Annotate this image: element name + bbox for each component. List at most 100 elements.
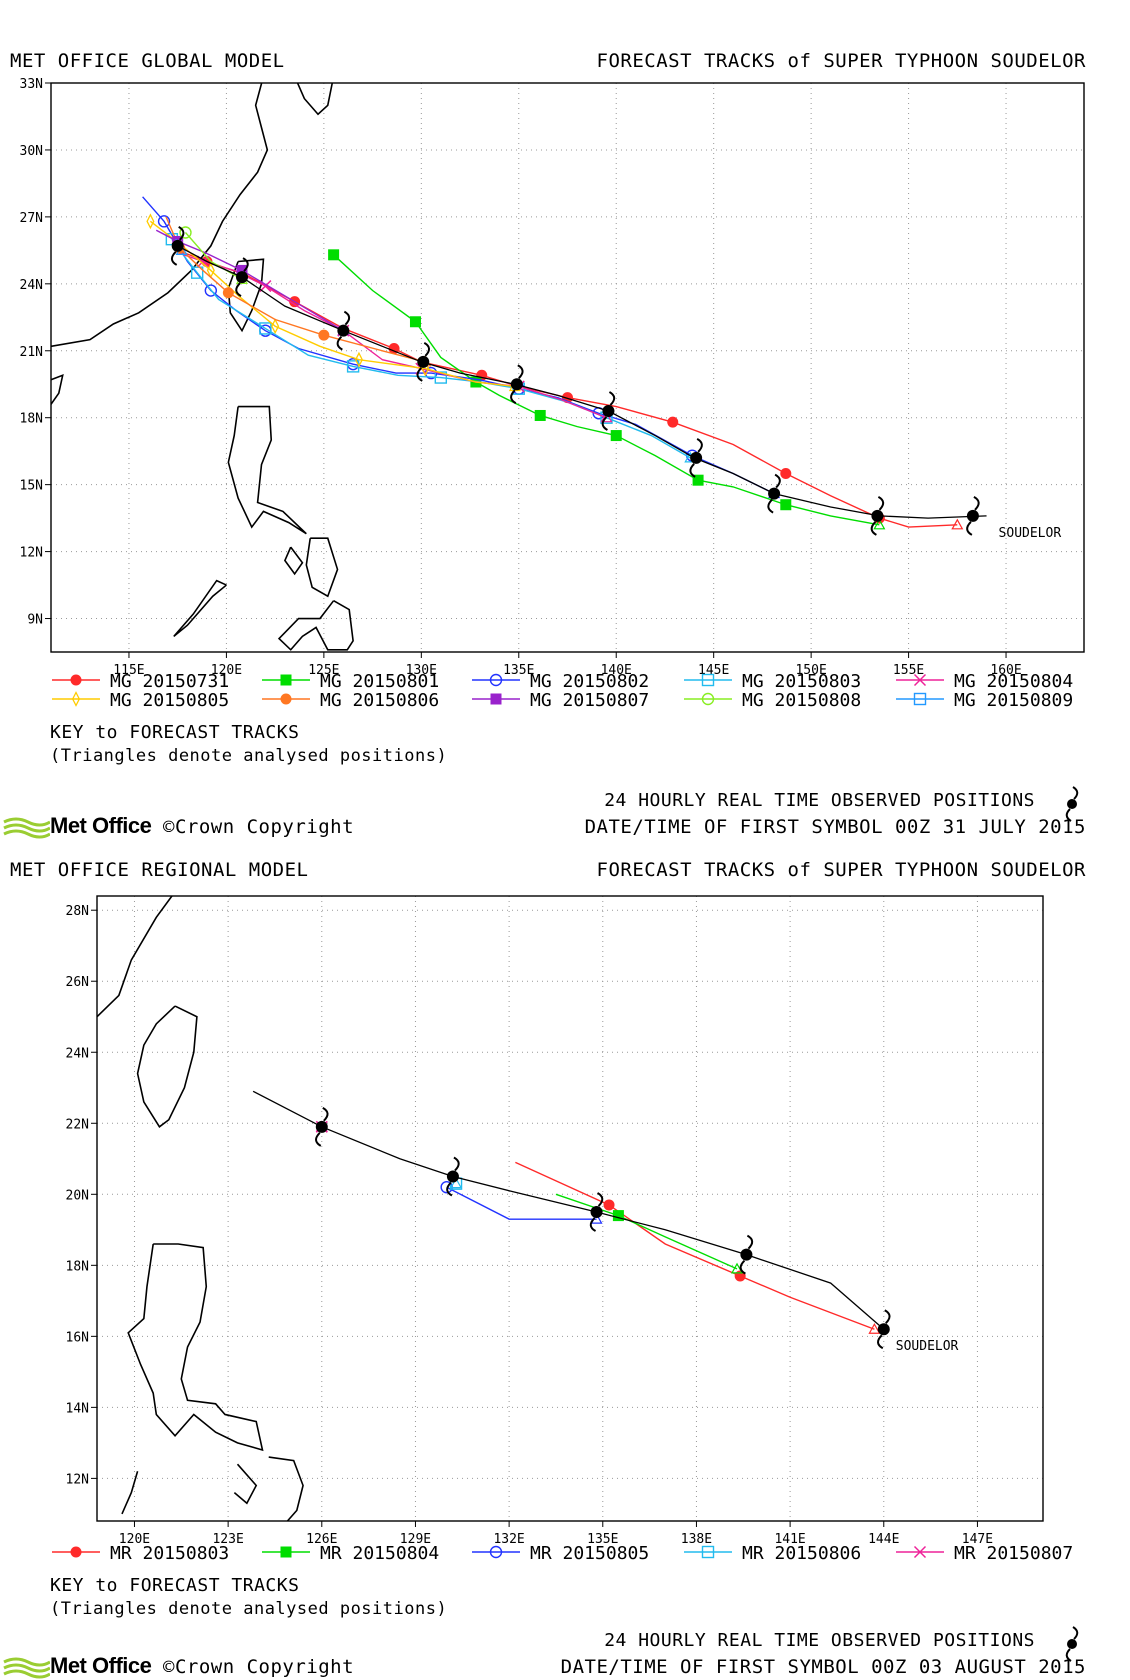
y-tick-label: 26N: [66, 975, 89, 990]
legend-label: MG 20150802: [530, 671, 649, 692]
legend-label: MG 20150809: [954, 690, 1073, 711]
track-marker: [534, 409, 546, 421]
panel1-model-title: MET OFFICE GLOBAL MODEL: [10, 50, 285, 72]
y-tick-label: 9N: [27, 613, 43, 628]
typhoon-symbol-icon: [315, 1106, 329, 1147]
track-marker: [157, 215, 171, 228]
forecast-series-group: [315, 1120, 881, 1334]
track-marker: [190, 266, 204, 279]
observed-track-line: [252, 1090, 885, 1330]
legend-label: MR 20150805: [530, 1543, 649, 1564]
x-tick-label: 160E: [990, 663, 1021, 678]
track-marker: [70, 1546, 82, 1558]
forecast-track-line: [446, 1186, 597, 1220]
analysed-position-triangle: [868, 1323, 881, 1334]
legend-label: MG 20150808: [742, 690, 861, 711]
typhoon-symbol-icon: [235, 257, 249, 298]
track-marker: [489, 1545, 503, 1559]
panel1-key-title: KEY to FORECAST TRACKS: [50, 722, 300, 743]
y-tick-label: 18N: [66, 1259, 89, 1274]
y-tick-label: 33N: [20, 77, 43, 92]
panel2-triangle-note: (Triangles denote analysed positions): [50, 1599, 448, 1619]
analysed-position-triangle: [450, 1177, 463, 1189]
track-marker: [271, 318, 280, 335]
typhoon-symbol-arm: [877, 496, 885, 511]
typhoon-symbol-icon: [739, 1234, 754, 1275]
track-marker: [179, 226, 192, 239]
track-marker: [701, 1545, 715, 1559]
typhoon-symbol-core: [740, 1248, 753, 1261]
forecast-track-line: [149, 220, 515, 388]
x-tick-label: 130E: [406, 663, 437, 678]
track-marker: [780, 467, 792, 479]
typhoon-symbol-core: [510, 378, 523, 391]
y-tick-label: 12N: [66, 1472, 89, 1487]
track-marker: [318, 329, 330, 341]
typhoon-symbol-core: [337, 324, 350, 337]
observed-track-line: [171, 243, 987, 519]
typhoon-symbol-icon: [336, 310, 351, 351]
track-marker: [913, 673, 927, 687]
typhoon-symbol-arm: [877, 1334, 884, 1350]
legend-label: MG 20150804: [954, 671, 1073, 692]
y-tick-label: 14N: [66, 1401, 89, 1416]
coastline: [51, 374, 64, 405]
typhoon-symbol-arm: [1072, 1626, 1079, 1640]
track-marker: [280, 674, 292, 686]
typhoon-symbol-arm: [453, 1156, 460, 1172]
coastline: [121, 1471, 139, 1515]
track-marker: [780, 499, 792, 511]
panel2-forecast-title: FORECAST TRACKS of SUPER TYPHOON SOUDELO…: [596, 859, 1086, 881]
typhoon-symbol-icon: [1065, 786, 1079, 822]
typhoon-symbol-icon: [767, 473, 781, 514]
track-marker: [490, 693, 502, 705]
typhoon-symbol-arm: [746, 1234, 754, 1250]
plot-frame: [50, 82, 1085, 653]
typhoon-symbol-core: [966, 509, 979, 522]
coastline: [97, 896, 173, 1018]
legend-label: MG 20150801: [320, 671, 439, 692]
typhoon-symbol-core: [315, 1120, 328, 1133]
met-office-logo-text: Met Office: [50, 813, 152, 838]
typhoon-symbol-arm: [601, 416, 608, 431]
panel2-copyright: ©Crown Copyright: [163, 1656, 355, 1678]
coastline: [127, 1243, 264, 1452]
x-tick-label: 120E: [119, 1532, 150, 1547]
panel2-key-title: KEY to FORECAST TRACKS: [50, 1575, 300, 1596]
typhoon-symbol-core: [417, 355, 430, 368]
track-marker: [489, 673, 503, 687]
panel1-met-office-logo: Met Office: [2, 812, 152, 840]
track-marker: [913, 1545, 927, 1559]
panel1-legend: MG 20150731 MG 20150801 MG 20150802 MG 2015…: [52, 671, 1073, 711]
y-tick-label: 22N: [66, 1117, 89, 1132]
typhoon-symbol-core: [690, 451, 703, 464]
typhoon-symbol-core: [877, 1323, 890, 1336]
panel2-observed-note: 24 HOURLY REAL TIME OBSERVED POSITIONS: [604, 1630, 1035, 1651]
track-marker: [603, 1199, 615, 1211]
panel1-first-symbol: DATE/TIME OF FIRST SYMBOL 00Z 31 JULY 20…: [584, 816, 1086, 838]
track-marker: [280, 693, 292, 705]
y-tick-label: 20N: [66, 1188, 89, 1203]
track-marker: [692, 474, 704, 486]
legend-label: MR 20150807: [954, 1543, 1073, 1564]
typhoon-symbol-core: [446, 1170, 459, 1183]
coastline-group: [51, 83, 354, 651]
x-tick-label: 135E: [503, 663, 534, 678]
y-tick-label: 27N: [20, 211, 43, 226]
track-marker: [701, 673, 715, 687]
track-marker: [701, 692, 715, 706]
panel1-observed-note: 24 HOURLY REAL TIME OBSERVED POSITIONS: [604, 790, 1035, 811]
typhoon-symbol-icon: [877, 1309, 891, 1350]
typhoon-symbol-icon: [416, 342, 431, 382]
coastline-group: [97, 896, 304, 1521]
legend-label: MG 20150806: [320, 690, 439, 711]
x-tick-label: 147E: [962, 1532, 993, 1547]
coastline: [296, 83, 334, 116]
legend-label: MR 20150803: [110, 1543, 229, 1564]
typhoon-symbol-icon: [1065, 1626, 1079, 1662]
x-tick-label: 140E: [601, 663, 632, 678]
typhoon-symbol-arm: [170, 251, 178, 266]
typhoon-symbol-core: [602, 405, 615, 418]
coastline: [227, 405, 307, 535]
